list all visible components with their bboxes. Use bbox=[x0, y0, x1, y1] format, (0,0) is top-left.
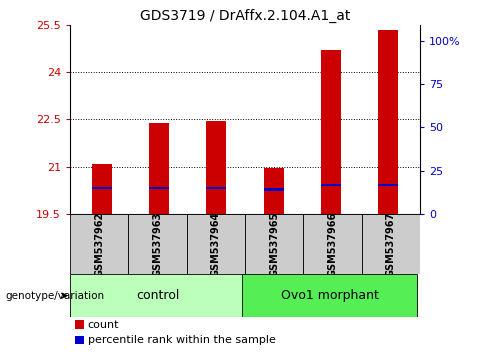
Bar bbox=[149, 122, 169, 214]
Bar bbox=[264, 169, 283, 214]
Text: GSM537966: GSM537966 bbox=[328, 212, 338, 277]
Bar bbox=[245, 214, 304, 274]
Bar bbox=[206, 187, 227, 189]
Bar bbox=[362, 214, 420, 274]
Text: percentile rank within the sample: percentile rank within the sample bbox=[88, 335, 276, 345]
Bar bbox=[321, 50, 341, 214]
Bar bbox=[242, 274, 417, 317]
Bar bbox=[186, 214, 245, 274]
Bar bbox=[92, 164, 112, 214]
Bar bbox=[264, 188, 283, 191]
Bar bbox=[70, 274, 245, 317]
Bar bbox=[321, 184, 341, 187]
Bar bbox=[378, 29, 398, 214]
Text: GSM537963: GSM537963 bbox=[152, 212, 162, 277]
Text: GSM537967: GSM537967 bbox=[386, 212, 396, 277]
Bar bbox=[378, 184, 398, 187]
Bar bbox=[206, 121, 227, 214]
Text: GSM537964: GSM537964 bbox=[211, 212, 221, 277]
Bar bbox=[92, 187, 112, 189]
Bar bbox=[128, 214, 186, 274]
Text: GSM537965: GSM537965 bbox=[269, 212, 279, 277]
Text: Ovo1 morphant: Ovo1 morphant bbox=[280, 289, 378, 302]
Bar bbox=[70, 214, 128, 274]
Text: genotype/variation: genotype/variation bbox=[5, 291, 104, 301]
Bar bbox=[304, 214, 362, 274]
Text: control: control bbox=[136, 289, 179, 302]
Bar bbox=[75, 320, 84, 329]
Text: GSM537962: GSM537962 bbox=[94, 212, 104, 277]
Text: count: count bbox=[88, 320, 119, 330]
Text: GDS3719 / DrAffx.2.104.A1_at: GDS3719 / DrAffx.2.104.A1_at bbox=[140, 9, 350, 23]
Bar bbox=[75, 336, 84, 344]
Bar bbox=[149, 187, 169, 189]
